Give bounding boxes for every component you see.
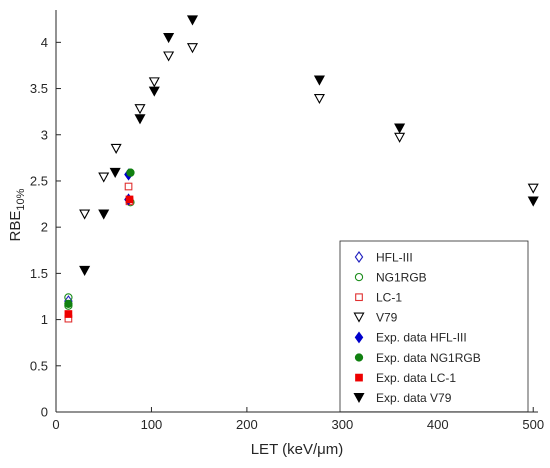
legend-label-exp-data-hfl-iii: Exp. data HFL-III xyxy=(376,331,467,345)
legend-marker-lc-1 xyxy=(355,293,363,302)
x-tick-label: 400 xyxy=(427,417,449,432)
y-tick-label: 4 xyxy=(41,35,48,50)
marker-exp-data-v79 xyxy=(148,86,160,97)
y-axis-label: RBE10% xyxy=(7,188,27,241)
legend-marker-hfl-iii xyxy=(354,251,364,263)
legend-marker-ng1rgb xyxy=(354,272,364,282)
y-tick-label: 0.5 xyxy=(30,358,48,373)
marker-exp-data-v79 xyxy=(186,15,199,26)
y-tick-label: 2 xyxy=(41,220,48,235)
y-tick-label: 0 xyxy=(41,405,48,420)
data-markers xyxy=(64,15,539,323)
x-tick-label: 0 xyxy=(52,417,59,432)
marker-exp-data-v79 xyxy=(98,209,110,220)
legend-label-exp-data-lc-1: Exp. data LC-1 xyxy=(376,371,456,385)
marker-v79 xyxy=(163,51,175,62)
marker-lc-1 xyxy=(124,182,133,191)
marker-v79 xyxy=(148,77,160,88)
marker-exp-data-lc-1 xyxy=(125,195,134,204)
marker-v79 xyxy=(527,183,539,194)
legend-label-hfl-iii: HFL-III xyxy=(376,250,413,264)
y-tick-label: 1.5 xyxy=(30,266,48,281)
x-tick-label: 300 xyxy=(331,417,353,432)
marker-v79 xyxy=(98,172,110,183)
x-tick-label: 200 xyxy=(236,417,258,432)
legend-label-exp-data-v79: Exp. data V79 xyxy=(376,391,452,405)
marker-exp-data-v79 xyxy=(134,114,146,125)
legend-marker-exp-data-lc-1 xyxy=(355,373,363,382)
marker-exp-data-ng1rgb xyxy=(64,299,73,309)
y-tick-label: 3 xyxy=(41,127,48,142)
marker-v79 xyxy=(110,143,122,154)
marker-exp-data-v79 xyxy=(313,75,325,86)
legend-box xyxy=(339,240,529,413)
legend: HFL-III NG1RGB LC-1 V79 Exp. data HFL-III Exp… xyxy=(339,240,529,413)
y-tick-label: 2.5 xyxy=(30,173,48,188)
legend-label-lc-1: LC-1 xyxy=(376,291,402,305)
y-tick-label: 1 xyxy=(41,312,48,327)
x-axis-label: LET (keV/μm) xyxy=(251,441,344,458)
marker-v79 xyxy=(186,43,199,54)
legend-label-v79: V79 xyxy=(376,311,398,325)
marker-v79 xyxy=(79,209,91,220)
x-axis: 0 100 200 300 400 500 xyxy=(52,407,544,432)
legend-label-exp-data-ng1rgb: Exp. data NG1RGB xyxy=(376,351,481,365)
legend-label-ng1rgb: NG1RGB xyxy=(376,270,427,284)
x-tick-label: 100 xyxy=(141,417,163,432)
marker-exp-data-ng1rgb xyxy=(126,168,135,177)
marker-exp-data-lc-1 xyxy=(64,310,73,318)
marker-exp-data-v79 xyxy=(394,123,406,134)
y-axis-label-subscript: 10% xyxy=(15,188,27,210)
marker-exp-data-v79 xyxy=(527,196,539,207)
marker-v79 xyxy=(313,93,325,105)
legend-marker-exp-data-hfl-iii xyxy=(354,331,364,344)
marker-exp-data-v79 xyxy=(109,167,121,178)
legend-marker-v79 xyxy=(353,312,365,323)
y-axis: 0 0.5 1 1.5 2 2.5 3 3.5 4 xyxy=(30,35,61,420)
legend-marker-exp-data-v79 xyxy=(353,392,365,404)
marker-exp-data-v79 xyxy=(163,32,175,44)
legend-marker-exp-data-ng1rgb xyxy=(354,353,364,362)
y-tick-label: 3.5 xyxy=(30,81,48,96)
marker-exp-data-v79 xyxy=(79,265,91,276)
y-axis-label-main: RBE xyxy=(7,211,24,242)
x-tick-label: 500 xyxy=(522,417,544,432)
marker-v79 xyxy=(134,104,146,115)
